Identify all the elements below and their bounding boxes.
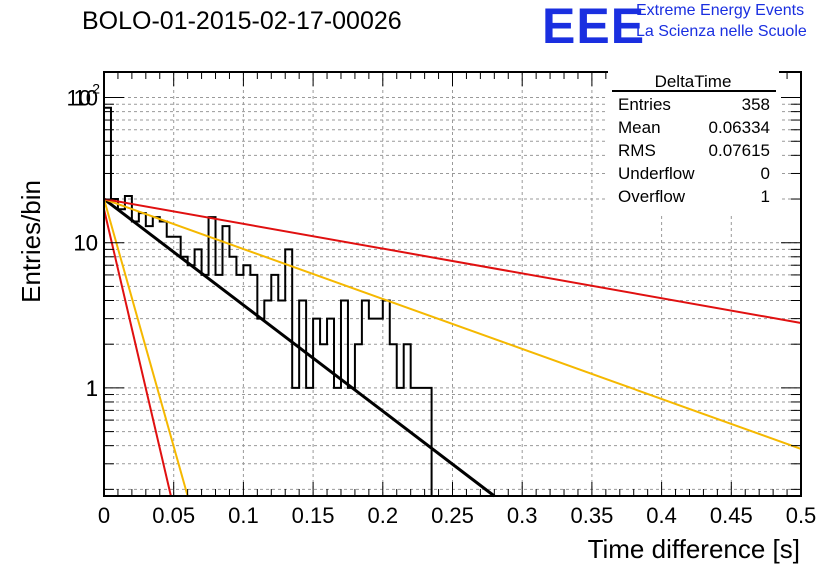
axes-layer: 0 0.05 0.1 0.15 0.2 0.25 0.3 0.35 0.4 0.45 0.5 1 1 10… xyxy=(67,71,817,528)
fit-line xyxy=(103,198,802,450)
stats-entries-value: 358 xyxy=(742,95,770,114)
y-axis-label: Entries/bin xyxy=(16,180,46,303)
logo-caption-line2: La Scienza nelle Scuole xyxy=(636,23,807,40)
x-tick-label: 0.05 xyxy=(152,503,195,528)
stats-overflow-label: Overflow xyxy=(618,187,686,206)
y-tick-label-exponent: 2 xyxy=(92,81,100,97)
stats-mean-label: Mean xyxy=(618,118,661,137)
fit-line xyxy=(103,198,802,324)
x-tick-label: 0.1 xyxy=(228,503,259,528)
x-tick-label: 0.5 xyxy=(786,503,817,528)
fit-line xyxy=(103,209,172,497)
y-tick-label: 10 xyxy=(74,86,98,111)
x-tick-label: 0.25 xyxy=(431,503,474,528)
stats-box-title: DeltaTime xyxy=(655,72,732,91)
stats-box-background xyxy=(608,71,779,214)
histogram-outline xyxy=(103,106,801,497)
stats-rms-label: RMS xyxy=(618,141,656,160)
stats-box: DeltaTime Entries 358 Mean 0.06334 RMS 0… xyxy=(608,71,779,214)
x-tick-label: 0 xyxy=(98,503,110,528)
stats-mean-value: 0.06334 xyxy=(709,118,770,137)
y-tick-label: 10 xyxy=(74,231,98,256)
y-tick-label: 1 xyxy=(86,376,98,401)
x-tick-label: 0.3 xyxy=(507,503,538,528)
y-tick-label: 1 xyxy=(86,376,98,401)
x-tick-label: 0.4 xyxy=(646,503,677,528)
stats-overflow-value: 1 xyxy=(761,187,770,206)
stats-underflow-value: 0 xyxy=(761,164,770,183)
fit-lines-layer xyxy=(103,197,802,498)
fit-line xyxy=(103,197,496,498)
histogram-layer xyxy=(103,106,801,497)
x-tick-label: 0.35 xyxy=(570,503,613,528)
stats-underflow-label: Underflow xyxy=(618,164,695,183)
fit-line xyxy=(103,198,189,497)
y-tick-label: 10 xyxy=(74,231,98,256)
x-tick-label: 0.2 xyxy=(368,503,399,528)
stats-entries-label: Entries xyxy=(618,95,671,114)
logo-caption-line1: Extreme Energy Events xyxy=(636,2,805,19)
x-tick-label: 0.45 xyxy=(710,503,753,528)
stats-rms-value: 0.07615 xyxy=(709,141,770,160)
x-tick-label: 0.15 xyxy=(292,503,335,528)
x-axis-label: Time difference [s] xyxy=(588,534,800,564)
run-title: BOLO-01-2015-02-17-00026 xyxy=(82,7,402,35)
y-tick-label: 10 xyxy=(67,86,91,111)
eee-logo: EEE xyxy=(542,0,646,54)
